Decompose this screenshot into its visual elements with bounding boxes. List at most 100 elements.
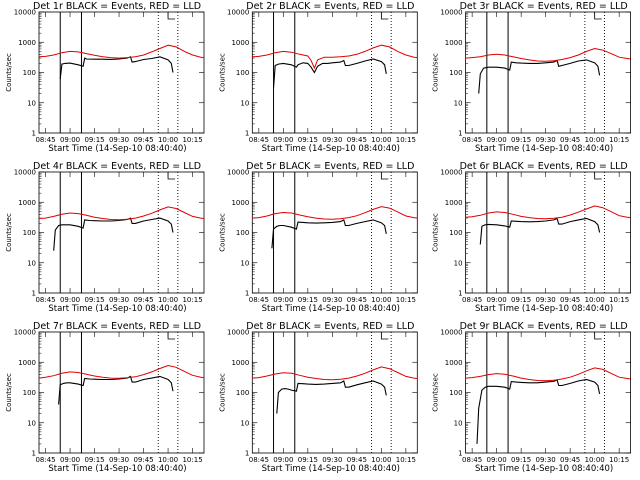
- x-tick-label: 10:15: [609, 456, 629, 464]
- x-tick-label: 09:45: [560, 136, 580, 144]
- x-tick-label: 09:00: [60, 456, 80, 464]
- plot-frame: [38, 171, 205, 294]
- events-series-line: [478, 59, 601, 94]
- x-tick-label: 10:15: [609, 296, 629, 304]
- y-tick-label: 1: [32, 290, 36, 298]
- lld-series-line: [38, 206, 205, 221]
- lld-series-line: [252, 206, 418, 220]
- x-tick-label: 09:30: [536, 296, 556, 304]
- events-series-line: [271, 219, 387, 249]
- y-tick-label: 100: [23, 69, 36, 77]
- y-tick-label: 10000: [14, 329, 36, 337]
- detector-panel: Det 9r BLACK = Events, RED = LLD 1 10 100 10…: [432, 321, 632, 474]
- x-tick-label: 09:15: [511, 456, 531, 464]
- y-tick-label: 1: [458, 130, 462, 138]
- plot-frame: [251, 11, 418, 134]
- y-tick-label: 100: [449, 69, 462, 77]
- panel-title: Det 6r BLACK = Events, RED = LLD: [460, 161, 628, 172]
- y-tick-label: 10: [454, 259, 463, 267]
- y-tick-label: 1000: [445, 199, 463, 207]
- x-tick-label: 10:15: [182, 296, 202, 304]
- y-tick-label: 1000: [231, 199, 249, 207]
- y-tick-label: 1: [245, 450, 249, 458]
- events-series-line: [479, 217, 601, 245]
- lld-series-line: [38, 44, 205, 59]
- x-tick-label: 09:00: [487, 136, 507, 144]
- y-tick-label: 1000: [231, 39, 249, 47]
- x-tick-label: 08:45: [249, 296, 269, 304]
- x-tick-label: 08:45: [462, 296, 482, 304]
- x-tick-label: 09:00: [487, 296, 507, 304]
- x-tick-label: 09:45: [133, 296, 153, 304]
- y-tick-label: 10: [27, 419, 36, 427]
- x-tick-label: 09:00: [273, 296, 293, 304]
- x-tick-label: 09:15: [298, 296, 318, 304]
- y-axis-label: Counts/sec: [432, 373, 440, 412]
- saa-bracket-mark: [594, 12, 602, 20]
- plot-frame: [251, 331, 418, 454]
- x-axis-label: Start Time (14-Sep-10 08:40:40): [262, 304, 400, 314]
- y-tick-label: 1: [32, 450, 36, 458]
- y-axis-label: Counts/sec: [218, 373, 226, 412]
- saa-bracket-mark: [380, 332, 389, 340]
- detector-panel: Det 7r BLACK = Events, RED = LLD 1 10 100 10…: [5, 321, 205, 474]
- x-tick-label: 09:45: [560, 296, 580, 304]
- plot-frame: [38, 331, 205, 454]
- detector-panel: Det 4r BLACK = Events, RED = LLD 1 10 100 10…: [5, 161, 205, 314]
- events-series-line: [53, 217, 174, 251]
- y-tick-label: 1: [458, 450, 462, 458]
- x-tick-label: 09:00: [60, 136, 80, 144]
- saa-bracket-mark: [167, 12, 176, 20]
- x-tick-label: 10:00: [371, 136, 391, 144]
- y-tick-label: 10000: [14, 169, 36, 177]
- x-tick-label: 10:15: [396, 296, 416, 304]
- saa-bracket-mark: [594, 332, 602, 340]
- x-axis-label: Start Time (14-Sep-10 08:40:40): [262, 464, 400, 474]
- y-tick-label: 100: [236, 389, 249, 397]
- x-tick-label: 08:45: [249, 136, 269, 144]
- lld-series-line: [38, 364, 205, 379]
- y-tick-label: 100: [449, 229, 462, 237]
- x-tick-label: 10:00: [585, 296, 605, 304]
- x-tick-label: 10:00: [371, 456, 391, 464]
- lld-series-line: [465, 367, 631, 382]
- events-series-line: [59, 56, 174, 80]
- x-tick-label: 08:45: [35, 136, 55, 144]
- x-axis-label: Start Time (14-Sep-10 08:40:40): [48, 144, 186, 154]
- x-tick-label: 09:45: [133, 136, 153, 144]
- x-tick-label: 09:15: [298, 136, 318, 144]
- panel-title: Det 1r BLACK = Events, RED = LLD: [33, 1, 201, 12]
- x-tick-label: 09:15: [298, 456, 318, 464]
- y-tick-label: 10: [240, 419, 249, 427]
- x-tick-label: 09:30: [536, 136, 556, 144]
- y-tick-label: 100: [236, 229, 249, 237]
- y-axis-label: Counts/sec: [5, 53, 13, 92]
- x-axis-label: Start Time (14-Sep-10 08:40:40): [262, 144, 400, 154]
- y-axis-label: Counts/sec: [5, 213, 13, 252]
- y-tick-label: 100: [23, 229, 36, 237]
- x-tick-label: 10:15: [396, 136, 416, 144]
- x-tick-label: 09:30: [322, 456, 342, 464]
- panel-title: Det 8r BLACK = Events, RED = LLD: [246, 321, 414, 332]
- x-tick-label: 09:45: [347, 456, 367, 464]
- events-series-line: [58, 375, 174, 405]
- y-tick-label: 1000: [18, 39, 36, 47]
- x-tick-label: 08:45: [462, 456, 482, 464]
- y-tick-label: 10000: [440, 169, 462, 177]
- saa-bracket-mark: [167, 172, 176, 180]
- y-tick-label: 1000: [18, 359, 36, 367]
- detector-panel: Det 5r BLACK = Events, RED = LLD 1 10 100 10…: [218, 161, 418, 314]
- panel-title: Det 7r BLACK = Events, RED = LLD: [33, 321, 201, 332]
- events-series-line: [476, 378, 601, 444]
- y-tick-label: 10: [27, 99, 36, 107]
- y-tick-label: 100: [23, 389, 36, 397]
- x-tick-label: 08:45: [462, 136, 482, 144]
- y-tick-label: 1: [32, 130, 36, 138]
- x-tick-label: 09:45: [560, 456, 580, 464]
- events-series-line: [272, 58, 387, 89]
- panel-title: Det 9r BLACK = Events, RED = LLD: [460, 321, 628, 332]
- saa-bracket-mark: [380, 172, 389, 180]
- y-tick-label: 10: [240, 99, 249, 107]
- x-tick-label: 10:00: [371, 296, 391, 304]
- x-tick-label: 09:45: [347, 136, 367, 144]
